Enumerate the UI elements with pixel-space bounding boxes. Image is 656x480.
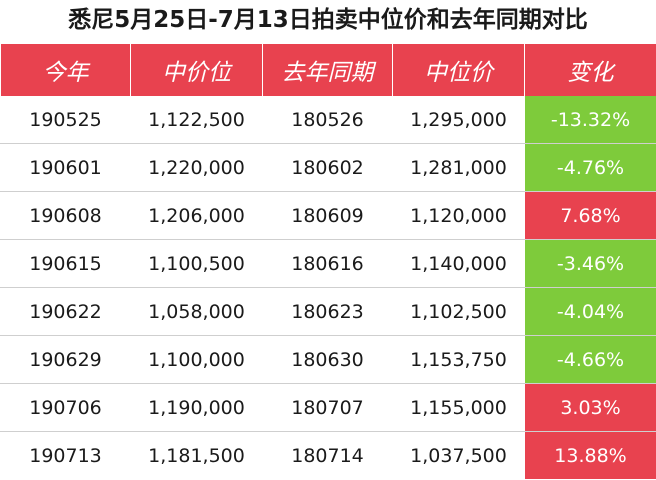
table-row: 190706 1,190,000 180707 1,155,000 3.03% [0, 383, 656, 432]
cell-change: -4.76% [524, 143, 656, 192]
cell-this-year: 190622 [0, 287, 131, 336]
cell-last-year: 180602 [262, 143, 393, 192]
table-row: 190525 1,122,500 180526 1,295,000 -13.32… [0, 96, 656, 144]
cell-mid-price: 1,122,500 [130, 96, 263, 144]
cell-last-mid-price: 1,120,000 [392, 191, 525, 240]
cell-this-year: 190713 [0, 431, 131, 479]
cell-this-year: 190601 [0, 143, 131, 192]
cell-this-year: 190629 [0, 335, 131, 384]
cell-change: 7.68% [524, 191, 656, 240]
header-last-mid-price: 中位价 [392, 44, 525, 96]
cell-change: 3.03% [524, 383, 656, 432]
table-row: 190601 1,220,000 180602 1,281,000 -4.76% [0, 143, 656, 192]
table-row: 190622 1,058,000 180623 1,102,500 -4.04% [0, 287, 656, 336]
table-row: 190615 1,100,500 180616 1,140,000 -3.46% [0, 239, 656, 288]
cell-change: -13.32% [524, 96, 656, 144]
table-row: 190713 1,181,500 180714 1,037,500 13.88% [0, 431, 656, 479]
cell-mid-price: 1,206,000 [130, 191, 263, 240]
page-title: 悉尼5月25日-7月13日拍卖中位价和去年同期对比 [68, 7, 588, 33]
cell-change: -4.66% [524, 335, 656, 384]
cell-last-year: 180526 [262, 96, 393, 144]
cell-this-year: 190525 [0, 96, 131, 144]
cell-last-year: 180623 [262, 287, 393, 336]
cell-this-year: 190608 [0, 191, 131, 240]
header-last-year: 去年同期 [262, 44, 393, 96]
table-row: 190629 1,100,000 180630 1,153,750 -4.66% [0, 335, 656, 384]
cell-mid-price: 1,100,500 [130, 239, 263, 288]
cell-last-year: 180616 [262, 239, 393, 288]
cell-mid-price: 1,100,000 [130, 335, 263, 384]
cell-last-mid-price: 1,155,000 [392, 383, 525, 432]
header-mid-price: 中价位 [130, 44, 263, 96]
cell-last-mid-price: 1,153,750 [392, 335, 525, 384]
cell-this-year: 190706 [0, 383, 131, 432]
cell-last-year: 180714 [262, 431, 393, 479]
cell-last-mid-price: 1,295,000 [392, 96, 525, 144]
cell-change: -4.04% [524, 287, 656, 336]
cell-last-mid-price: 1,140,000 [392, 239, 525, 288]
header-row: 今年 中价位 去年同期 中位价 变化 [0, 44, 656, 96]
header-this-year: 今年 [0, 44, 131, 96]
cell-mid-price: 1,220,000 [130, 143, 263, 192]
cell-mid-price: 1,190,000 [130, 383, 263, 432]
cell-change: -3.46% [524, 239, 656, 288]
cell-last-mid-price: 1,037,500 [392, 431, 525, 479]
cell-change: 13.88% [524, 431, 656, 479]
cell-this-year: 190615 [0, 239, 131, 288]
auction-comparison-table: 今年 中价位 去年同期 中位价 变化 190525 1,122,500 1805… [0, 44, 656, 479]
cell-mid-price: 1,058,000 [130, 287, 263, 336]
cell-last-year: 180609 [262, 191, 393, 240]
header-change: 变化 [524, 44, 656, 96]
cell-last-year: 180630 [262, 335, 393, 384]
cell-last-mid-price: 1,102,500 [392, 287, 525, 336]
cell-mid-price: 1,181,500 [130, 431, 263, 479]
table-row: 190608 1,206,000 180609 1,120,000 7.68% [0, 191, 656, 240]
cell-last-year: 180707 [262, 383, 393, 432]
cell-last-mid-price: 1,281,000 [392, 143, 525, 192]
